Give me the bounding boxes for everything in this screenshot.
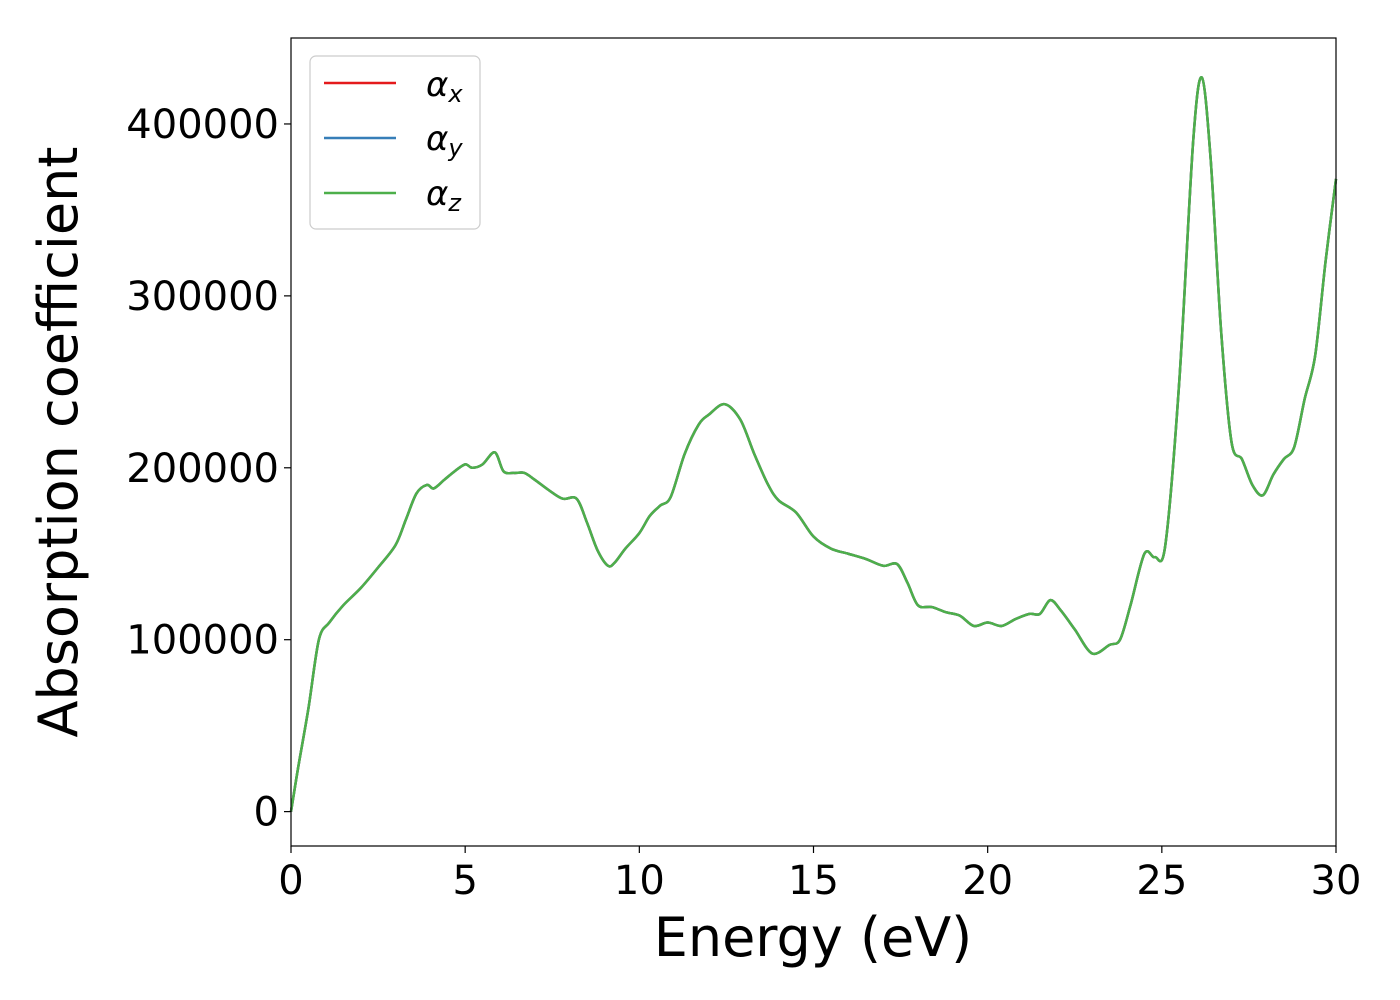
y-axis-label: Absorption coefficient	[27, 147, 90, 738]
legend: αx αy αz	[309, 55, 481, 230]
x-tick-label: 10	[614, 858, 665, 904]
x-tick-label: 0	[278, 858, 303, 904]
x-tick-label: 25	[1136, 858, 1187, 904]
y-tick-label: 300000	[126, 274, 279, 320]
x-tick-label: 5	[452, 858, 477, 904]
legend-label-y-sub: y	[447, 134, 463, 162]
legend-label-z: αz	[426, 174, 462, 217]
x-tick-label: 15	[788, 858, 839, 904]
legend-label-z-base: α	[426, 174, 448, 214]
legend-label-y-base: α	[426, 119, 448, 159]
x-axis-ticks: 0 5 10 15 20 25 30	[278, 846, 1361, 904]
legend-box	[309, 55, 481, 230]
legend-label-y: αy	[426, 119, 463, 162]
y-axis-ticks: 0 100000 200000 300000 400000	[126, 102, 291, 836]
legend-label-x-sub: x	[447, 80, 463, 108]
y-tick-label: 200000	[126, 446, 279, 492]
x-tick-label: 20	[962, 858, 1013, 904]
legend-label-x: αx	[426, 65, 463, 108]
x-axis-label: Energy (eV)	[654, 906, 973, 969]
legend-label-x-base: α	[426, 65, 448, 105]
y-tick-label: 400000	[126, 102, 279, 148]
y-tick-label: 100000	[126, 618, 279, 664]
x-tick-label: 30	[1311, 858, 1362, 904]
y-tick-label: 0	[254, 790, 279, 836]
series-layer	[289, 76, 1338, 812]
legend-label-z-sub: z	[447, 189, 462, 217]
series-line-alpha-z	[289, 76, 1338, 812]
